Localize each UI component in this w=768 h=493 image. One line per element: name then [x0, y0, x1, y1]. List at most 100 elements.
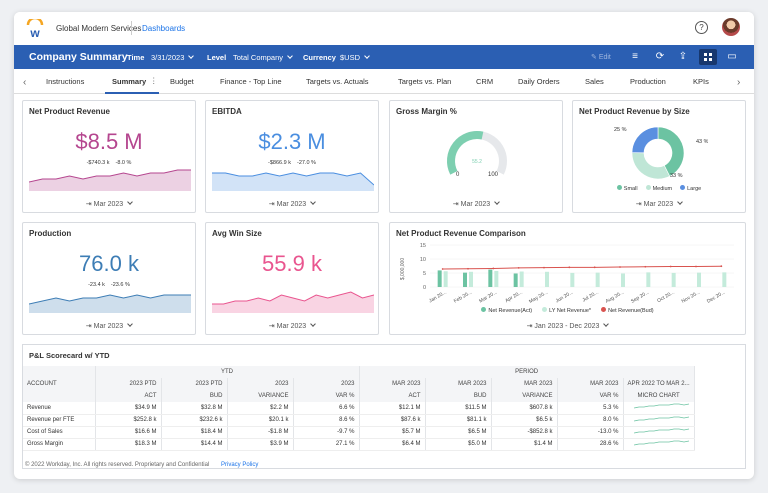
tab-production[interactable]: Production: [630, 77, 666, 86]
budget-point[interactable]: [543, 266, 545, 269]
bar-last-year[interactable]: [545, 271, 549, 287]
level-filter[interactable]: Total Company: [233, 53, 293, 62]
tab-daily-orders[interactable]: Daily Orders: [518, 77, 560, 86]
period-selector[interactable]: ⇥ Mar 2023: [206, 199, 378, 208]
column-header[interactable]: MAR 2023: [557, 378, 624, 390]
help-icon[interactable]: ?: [695, 21, 708, 34]
active-tab-indicator: [105, 92, 159, 94]
avatar[interactable]: [722, 18, 740, 36]
page-title: Company Summary: [29, 51, 128, 63]
currency-filter[interactable]: $USD: [340, 53, 370, 62]
bar-actual[interactable]: [488, 269, 493, 287]
legend-item[interactable]: Net Revenue(Bud): [601, 307, 654, 314]
legend-item[interactable]: Net Revenue(Act): [481, 307, 532, 314]
legend-item[interactable]: LY Net Revenue*: [542, 307, 591, 314]
bar-last-year[interactable]: [595, 272, 600, 287]
period-selector[interactable]: ⇥ Mar 2023: [23, 321, 195, 330]
legend-item[interactable]: Medium: [645, 185, 672, 192]
budget-point[interactable]: [695, 265, 697, 268]
table-row[interactable]: Gross Margin $18.3 M $14.4 M $3.9 M 27.1 % $6…: [23, 438, 695, 451]
column-header[interactable]: 2023 PTD: [161, 378, 228, 390]
bar-last-year[interactable]: [646, 272, 651, 287]
bar-actual[interactable]: [463, 272, 467, 287]
budget-point[interactable]: [593, 266, 596, 269]
column-header[interactable]: 2023: [227, 378, 294, 390]
tab-budget[interactable]: Budget: [170, 77, 194, 86]
row-label: Gross Margin: [23, 438, 96, 451]
column-header[interactable]: 2023 PTD: [95, 378, 162, 390]
budget-point[interactable]: [619, 266, 621, 268]
budget-point[interactable]: [720, 265, 723, 268]
x-tick-label: Jan 20...: [428, 290, 448, 305]
edit-button[interactable]: ✎ Edit: [591, 54, 611, 61]
net-product-revenue-card[interactable]: Net Product Revenue $8.5 M -$740.3 k -8.0…: [22, 100, 196, 213]
column-header[interactable]: MAR 2023: [359, 378, 426, 390]
column-header[interactable]: ACCOUNT: [23, 378, 96, 390]
tab-instructions[interactable]: Instructions: [46, 77, 85, 86]
bar-last-year[interactable]: [722, 272, 727, 287]
bar-actual[interactable]: [437, 270, 442, 287]
time-filter[interactable]: 3/31/2023: [151, 53, 195, 62]
dashboards-link[interactable]: Dashboards: [142, 24, 186, 33]
legend-item[interactable]: Small: [616, 185, 638, 192]
bar-last-year[interactable]: [519, 271, 524, 287]
budget-point[interactable]: [644, 265, 647, 268]
present-icon[interactable]: ▭: [727, 51, 737, 62]
bar-last-year[interactable]: [494, 270, 499, 287]
export-icon[interactable]: ⇪: [678, 51, 688, 62]
tab-sales[interactable]: Sales: [585, 77, 604, 86]
tab-finance-top-line[interactable]: Finance - Top Line: [220, 77, 282, 86]
x-tick-label: Jun 20...: [555, 290, 575, 305]
budget-point[interactable]: [441, 268, 444, 270]
scroll-right-icon[interactable]: ›: [737, 77, 741, 88]
table-row[interactable]: Revenue per FTE $252.8 k $232.6 k $20.1 k 8.…: [23, 414, 695, 427]
period-selector[interactable]: ⇥ Mar 2023: [390, 199, 562, 208]
period-selector[interactable]: ⇥ Mar 2023: [573, 199, 745, 208]
avg-win-size-card[interactable]: Avg Win Size 55.9 k ⇥ Mar 2023: [205, 222, 379, 335]
scroll-left-icon[interactable]: ‹: [23, 77, 27, 88]
period-selector[interactable]: ⇥ Mar 2023: [23, 199, 195, 208]
legend-item[interactable]: Large: [680, 185, 701, 192]
production-card[interactable]: Production 76.0 k -23.4 k -23.6 % ⇥ Mar 2…: [22, 222, 196, 335]
bar-actual[interactable]: [513, 273, 518, 287]
budget-point[interactable]: [467, 267, 469, 270]
table-cell: $252.8 k: [95, 414, 162, 427]
bar-last-year[interactable]: [469, 271, 473, 287]
ebitda-card[interactable]: EBITDA $2.3 M -$866.9 k -27.0 % ⇥ Mar 202…: [205, 100, 379, 213]
workday-logo[interactable]: w: [26, 19, 44, 39]
revenue-by-size-card[interactable]: Net Product Revenue by Size 43 % 33 % 25 %…: [572, 100, 746, 213]
tab-menu-icon[interactable]: ⋮: [150, 76, 158, 85]
grid-view-icon[interactable]: [699, 49, 717, 65]
bar-last-year[interactable]: [570, 272, 575, 287]
column-header[interactable]: 2023: [293, 378, 360, 390]
revenue-comparison-card[interactable]: Net Product Revenue Comparison 15 10 5 0 $,0…: [389, 222, 746, 335]
privacy-policy-link[interactable]: Privacy Policy: [221, 462, 259, 468]
period-selector[interactable]: ⇥ Jan 2023 - Dec 2023: [390, 321, 745, 330]
table-row[interactable]: Revenue $34.9 M $32.8 M $2.2 M 6.6 % $12.1 M $…: [23, 402, 695, 415]
bar-last-year[interactable]: [671, 272, 676, 287]
budget-point[interactable]: [568, 266, 571, 269]
legend-dot-icon: [680, 185, 686, 190]
tab-targets-vs-plan[interactable]: Targets vs. Plan: [398, 77, 452, 86]
bar-last-year[interactable]: [697, 272, 701, 287]
refresh-icon[interactable]: ⟳: [655, 51, 665, 62]
tab-summary[interactable]: Summary: [112, 77, 147, 86]
table-row[interactable]: Cost of Sales $16.6 M $18.4 M -$1.8 M -9.7 %…: [23, 426, 695, 439]
bar-last-year[interactable]: [621, 273, 625, 287]
budget-point[interactable]: [669, 265, 672, 268]
y-axis-label: $,000,000: [400, 258, 406, 280]
filter-icon[interactable]: ≡: [632, 51, 638, 62]
gross-margin-card[interactable]: Gross Margin % 55.2 0 100 ⇥ Mar 2023: [389, 100, 563, 213]
micro-line: [633, 440, 689, 445]
budget-point[interactable]: [492, 267, 495, 270]
period-selector[interactable]: ⇥ Mar 2023: [206, 321, 378, 330]
tab-crm[interactable]: CRM: [476, 77, 494, 86]
tab-kpis[interactable]: KPIs: [693, 77, 709, 86]
tab-targets-vs-actuals[interactable]: Targets vs. Actuals: [306, 77, 369, 86]
column-header[interactable]: MAR 2023: [425, 378, 492, 390]
bar-last-year[interactable]: [443, 271, 448, 287]
budget-point[interactable]: [517, 266, 520, 269]
column-header[interactable]: MAR 2023: [491, 378, 558, 390]
copyright-text: © 2022 Workday, Inc. All rights reserved…: [25, 462, 210, 468]
column-header[interactable]: APR 2022 TO MAR 2...: [623, 378, 695, 390]
